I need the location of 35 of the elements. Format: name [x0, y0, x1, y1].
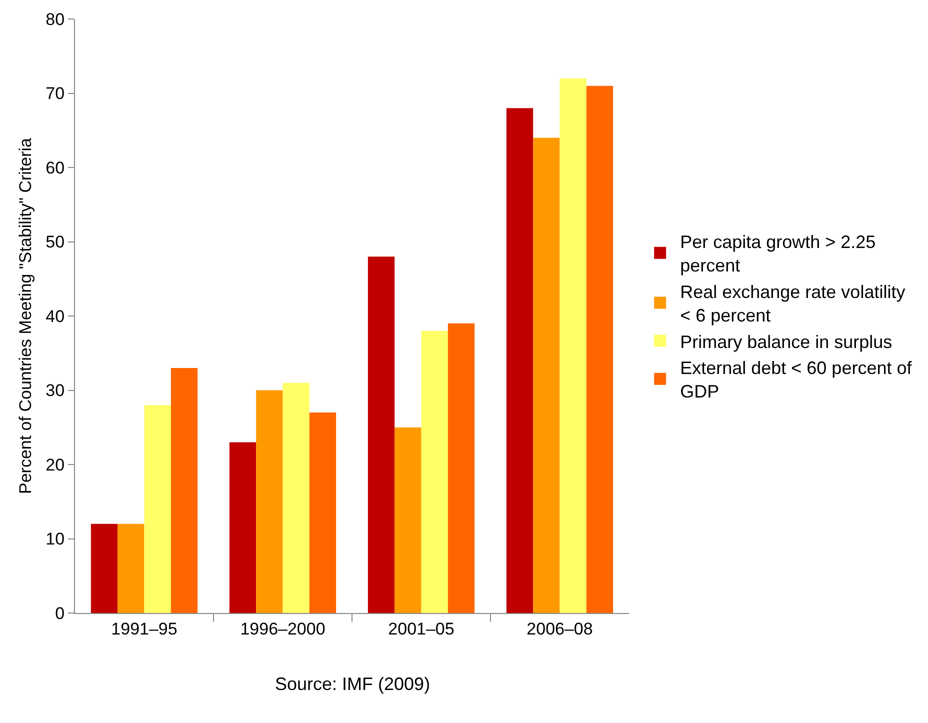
legend-label: Per capita growth > 2.25 percent [680, 232, 876, 276]
bar [282, 382, 310, 613]
bar [394, 427, 422, 613]
y-tick-label: 10 [46, 530, 65, 549]
y-tick-label: 60 [46, 158, 65, 178]
legend-label: Real exchange rate volatility < 6 percent [680, 282, 906, 326]
bar [448, 323, 475, 613]
y-tick-label: 0 [55, 604, 65, 623]
bar [229, 442, 256, 613]
bar [170, 368, 198, 613]
bar [560, 78, 586, 613]
y-tick-label: 70 [46, 84, 65, 104]
bar [309, 412, 336, 613]
bar [90, 524, 118, 613]
bar [118, 524, 144, 613]
x-tick-label: 1996–2000 [240, 619, 326, 638]
y-tick-label: 20 [46, 455, 65, 474]
bar [421, 330, 448, 613]
source-note: Source: IMF (2009) [275, 674, 430, 694]
y-axis-title: Percent of Countries Meeting "Stability" Criteria [16, 137, 35, 494]
y-tick-label: 40 [46, 306, 65, 326]
x-tick-label: 1991–95 [111, 619, 178, 638]
x-tick-label: 2001–05 [388, 619, 454, 638]
x-tick-label: 2006–08 [526, 619, 593, 638]
bar [586, 86, 614, 613]
y-tick-label: 30 [46, 381, 65, 400]
bar [368, 256, 395, 613]
bar [506, 108, 534, 613]
y-tick-label: 80 [46, 10, 65, 29]
y-tick-label: 50 [46, 232, 65, 252]
legend-label: Primary balance in surplus [680, 332, 892, 352]
legend-label: External debt < 60 percent of GDP [680, 358, 913, 402]
bar [144, 405, 171, 613]
bar [533, 138, 560, 613]
bar [256, 390, 283, 613]
